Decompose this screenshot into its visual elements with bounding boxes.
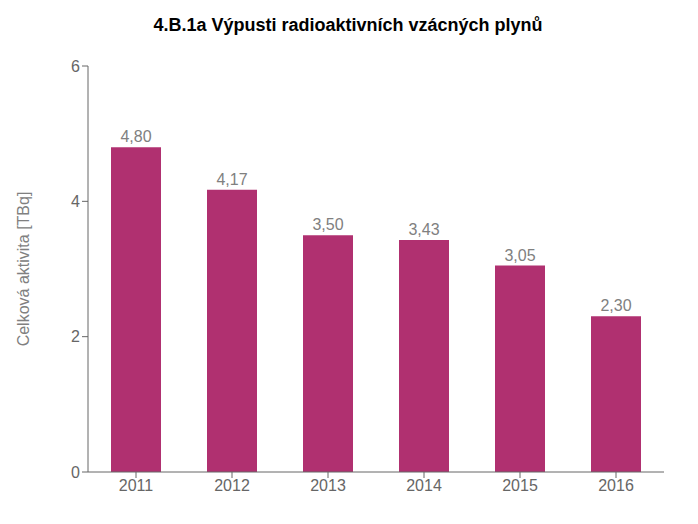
svg-text:3,43: 3,43 bbox=[408, 221, 439, 238]
svg-text:2,30: 2,30 bbox=[600, 297, 631, 314]
svg-text:2013: 2013 bbox=[310, 477, 346, 494]
svg-text:2016: 2016 bbox=[598, 477, 634, 494]
svg-text:2014: 2014 bbox=[406, 477, 442, 494]
svg-text:2: 2 bbox=[71, 328, 80, 345]
svg-text:3,50: 3,50 bbox=[312, 216, 343, 233]
svg-text:0: 0 bbox=[71, 464, 80, 481]
svg-text:3,05: 3,05 bbox=[504, 247, 535, 264]
html-text:4.B.1a Výpusti radioaktivních: 4.B.1a Výpusti radioaktivních vzácných p… bbox=[153, 15, 543, 35]
svg-text:2015: 2015 bbox=[502, 477, 538, 494]
svg-text:4: 4 bbox=[71, 193, 80, 210]
svg-text:2011: 2011 bbox=[119, 477, 154, 494]
svg-text:4,80: 4,80 bbox=[120, 128, 151, 145]
svg-text:2012: 2012 bbox=[214, 477, 250, 494]
svg-text:6: 6 bbox=[71, 58, 80, 75]
svg-text:4,17: 4,17 bbox=[216, 171, 247, 188]
svg-text:Celková aktivita [TBq]: Celková aktivita [TBq] bbox=[15, 192, 32, 347]
